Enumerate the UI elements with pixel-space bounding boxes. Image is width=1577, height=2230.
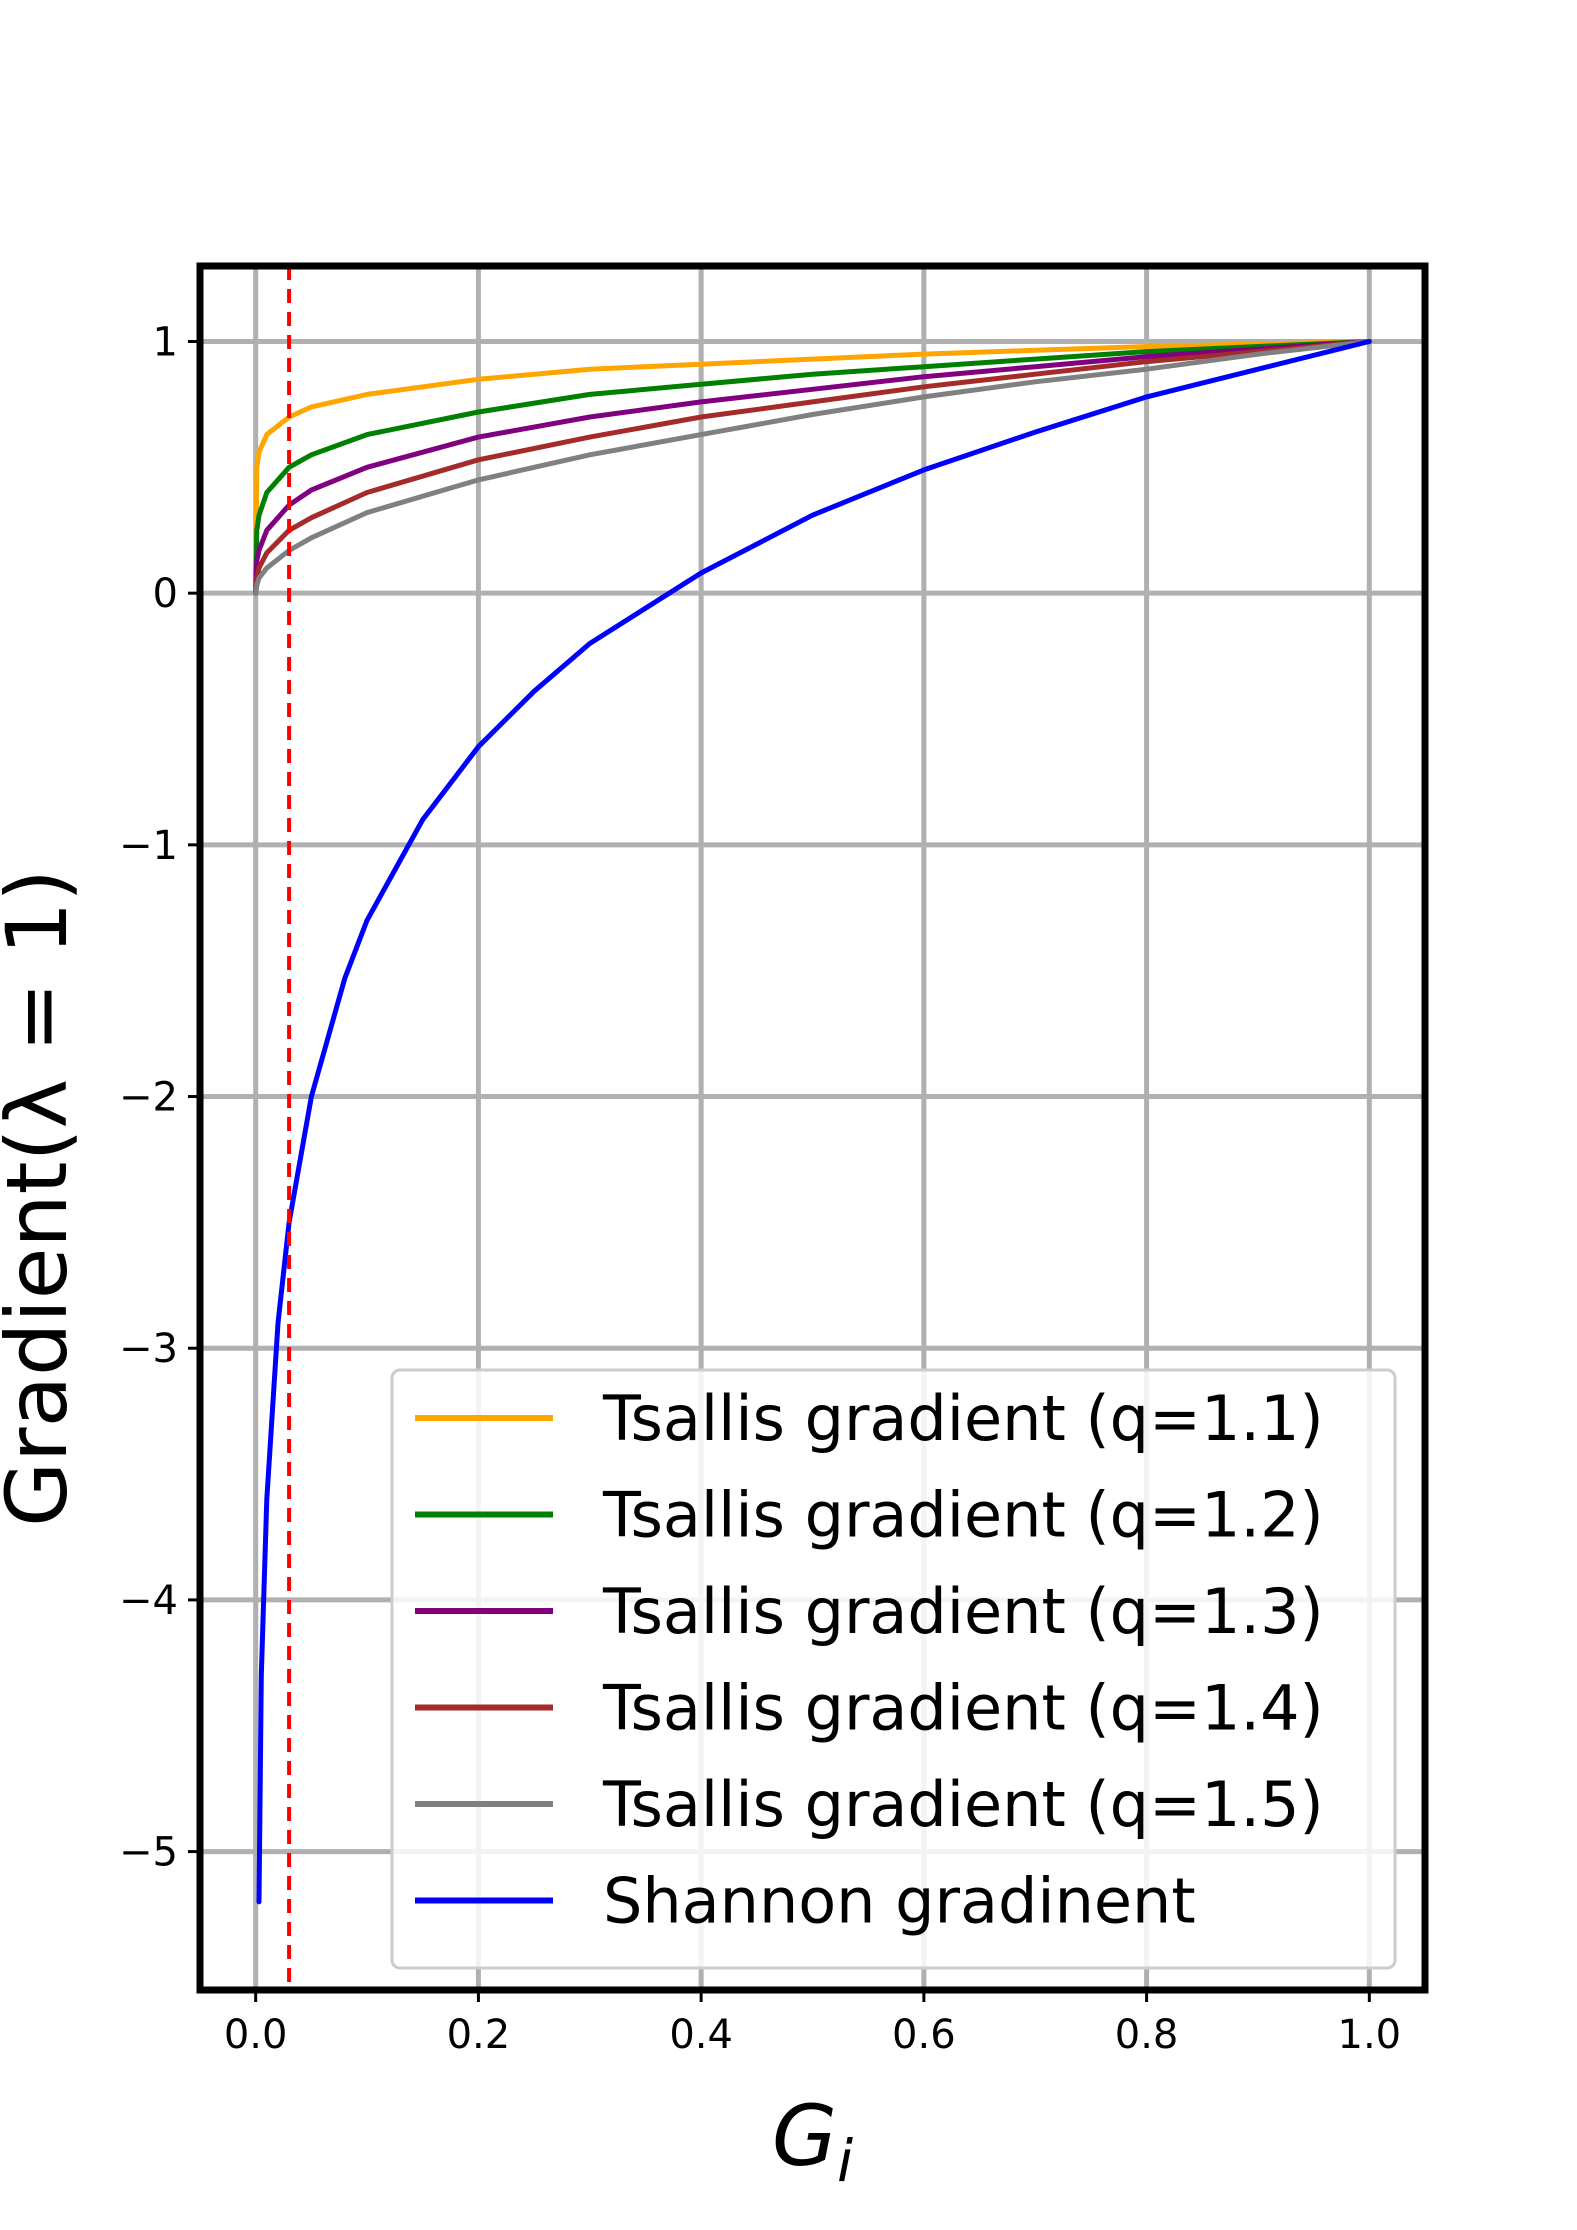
- legend-label-2: Tsallis gradient (q=1.2): [602, 1479, 1324, 1552]
- x-tick-label: 0.4: [669, 2012, 733, 2058]
- plot-frame: [196, 262, 1429, 1994]
- series-line-1: [253, 339, 1372, 596]
- y-tick-label: 1: [153, 320, 178, 366]
- legend-label-4: Tsallis gradient (q=1.4): [602, 1672, 1324, 1745]
- legend-label-1: Tsallis gradient (q=1.1): [602, 1382, 1324, 1455]
- y-tick-label: −3: [119, 1326, 178, 1372]
- legend-label-5: Tsallis gradient (q=1.5): [602, 1768, 1324, 1841]
- y-tick-label: 0: [153, 571, 178, 617]
- series-line-5: [253, 339, 1372, 596]
- x-axis-label: Gi: [772, 2087, 853, 2195]
- x-tick-label: 1.0: [1338, 2012, 1402, 2058]
- y-axis-ticks: 1 0 −1 −2 −3 −4 −5: [119, 320, 200, 1876]
- series-line-2: [253, 339, 1372, 596]
- series-line-4: [253, 339, 1372, 596]
- x-tick-label: 0.0: [224, 2012, 288, 2058]
- x-axis-label-main: G: [772, 2087, 837, 2185]
- legend: Tsallis gradient (q=1.1) Tsallis gradient…: [390, 1368, 1397, 1970]
- y-tick-label: −5: [119, 1830, 178, 1876]
- series-lines: [253, 339, 1372, 1905]
- y-tick-label: −4: [119, 1578, 178, 1624]
- x-axis-ticks: 0.0 0.2 0.4 0.6 0.8 1.0: [224, 1990, 1401, 2058]
- x-tick-label: 0.8: [1115, 2012, 1179, 2058]
- series-line-3: [253, 339, 1372, 596]
- x-tick-label: 0.6: [892, 2012, 956, 2058]
- legend-label-6: Shannon gradinent: [603, 1865, 1196, 1938]
- y-tick-label: −1: [119, 823, 178, 869]
- legend-label-3: Tsallis gradient (q=1.3): [602, 1575, 1324, 1648]
- series-line-6: [256, 339, 1372, 1905]
- legend-box: [390, 1368, 1397, 1970]
- y-axis-label: Gradient(λ = 1): [0, 869, 86, 1527]
- grid: [200, 266, 1425, 1990]
- x-axis-label-subscript: i: [837, 2127, 853, 2195]
- y-tick-label: −2: [119, 1075, 178, 1121]
- x-tick-label: 0.2: [447, 2012, 511, 2058]
